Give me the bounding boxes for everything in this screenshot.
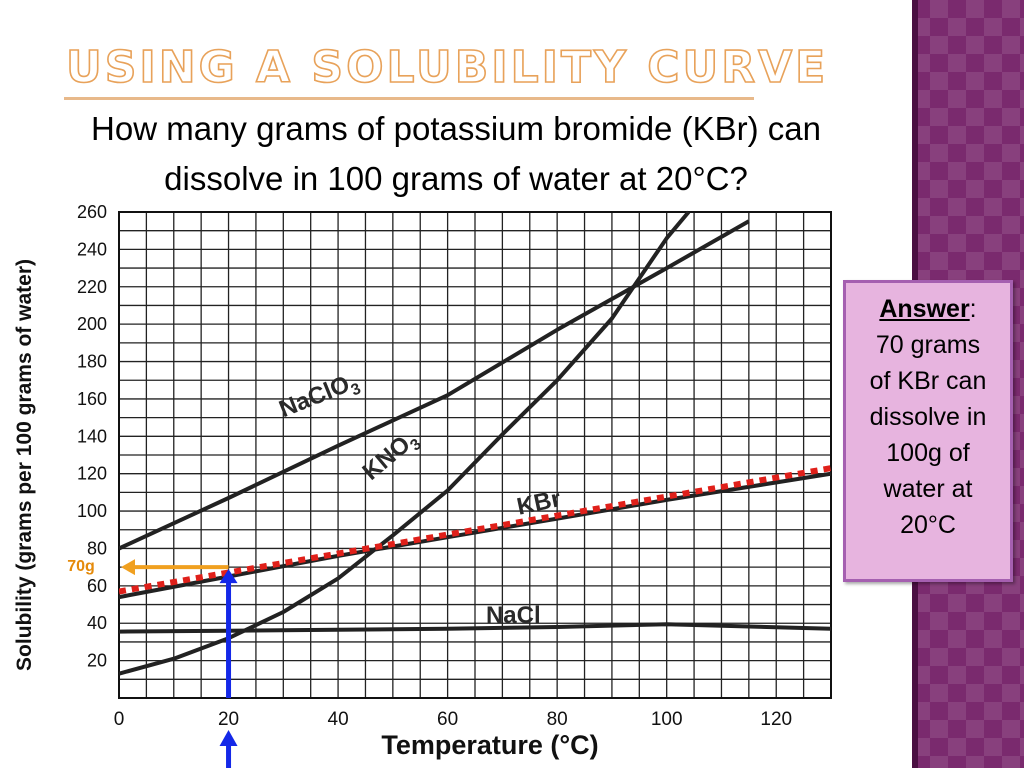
- y-tick-label: 160: [77, 389, 107, 409]
- question-text: How many grams of potassium bromide (KBr…: [0, 104, 912, 204]
- series-line-kbr-highlight: [119, 465, 831, 595]
- answer-box: Answer: 70 grams of KBr can dissolve in …: [843, 280, 1013, 582]
- series-line-kno3: [119, 210, 691, 676]
- answer-line-3: dissolve in: [869, 403, 987, 431]
- y-tick-label: 200: [77, 314, 107, 334]
- x-tick-label: 0: [114, 709, 125, 730]
- answer-line-1: 70 grams: [875, 331, 981, 359]
- plot-frame: [118, 211, 832, 699]
- y-tick-label: 20: [87, 651, 107, 671]
- answer-heading-row: Answer:: [846, 291, 1010, 327]
- answer-line-5: water at: [883, 475, 973, 503]
- y-axis-label: Solubility (grams per 100 grams of water…: [13, 259, 36, 671]
- answer-colon: :: [969, 295, 977, 323]
- x-tick-label: 20: [218, 709, 239, 730]
- y-tick-label: 260: [77, 202, 107, 222]
- answer-line-2: of KBr can: [869, 367, 987, 395]
- x-tick-label: 40: [328, 709, 349, 730]
- question-line-1: How many grams of potassium bromide (KBr…: [91, 110, 821, 147]
- x-tick-label: 120: [760, 709, 792, 730]
- y-tick-label: 120: [77, 464, 107, 484]
- y-tick-label: 60: [87, 576, 107, 596]
- answer-heading: Answer: [879, 295, 970, 323]
- x-tick-label: 80: [547, 709, 568, 730]
- lower-up-arrow-head: [219, 730, 238, 746]
- slide-title: USING A SOLUBILITY CURVE: [65, 41, 829, 94]
- y-tick-label: 180: [77, 352, 107, 372]
- title-underline: [64, 97, 754, 100]
- answer-line-4: 100g of: [886, 439, 970, 467]
- question-line-2: dissolve in 100 grams of water at 20°C?: [164, 160, 748, 197]
- solubility-chart: 20 40 60 80 100 120 140 160 180 200 220 240 260 0 20 40…: [0, 198, 912, 768]
- y-tick-label: 140: [77, 426, 107, 446]
- x-axis-label: Temperature (°C): [381, 730, 598, 760]
- x-tick-label: 100: [651, 709, 683, 730]
- series-label-subscript: 3: [407, 436, 425, 455]
- chart-svg: 20 40 60 80 100 120 140 160 180 200 220 240 260 0 20 40…: [13, 202, 832, 768]
- x-tick-label: 60: [437, 709, 458, 730]
- read-left-arrow-head: [121, 559, 135, 576]
- y-tick-label: 100: [77, 501, 107, 521]
- y-tick-label: 40: [87, 613, 107, 633]
- series-label-kno3: KNO3: [357, 425, 425, 489]
- y-tick-label: 240: [77, 239, 107, 259]
- y-tick-label: 220: [77, 277, 107, 297]
- value-label-70g: 70g: [67, 558, 95, 575]
- read-up-arrow-head: [219, 569, 238, 584]
- y-tick-label: 80: [87, 538, 107, 558]
- answer-line-6: 20°C: [900, 511, 956, 539]
- series-label-nacl: NaCl: [486, 602, 541, 629]
- series-line-naclo3: [119, 219, 750, 551]
- series-label-subscript: 3: [349, 380, 364, 399]
